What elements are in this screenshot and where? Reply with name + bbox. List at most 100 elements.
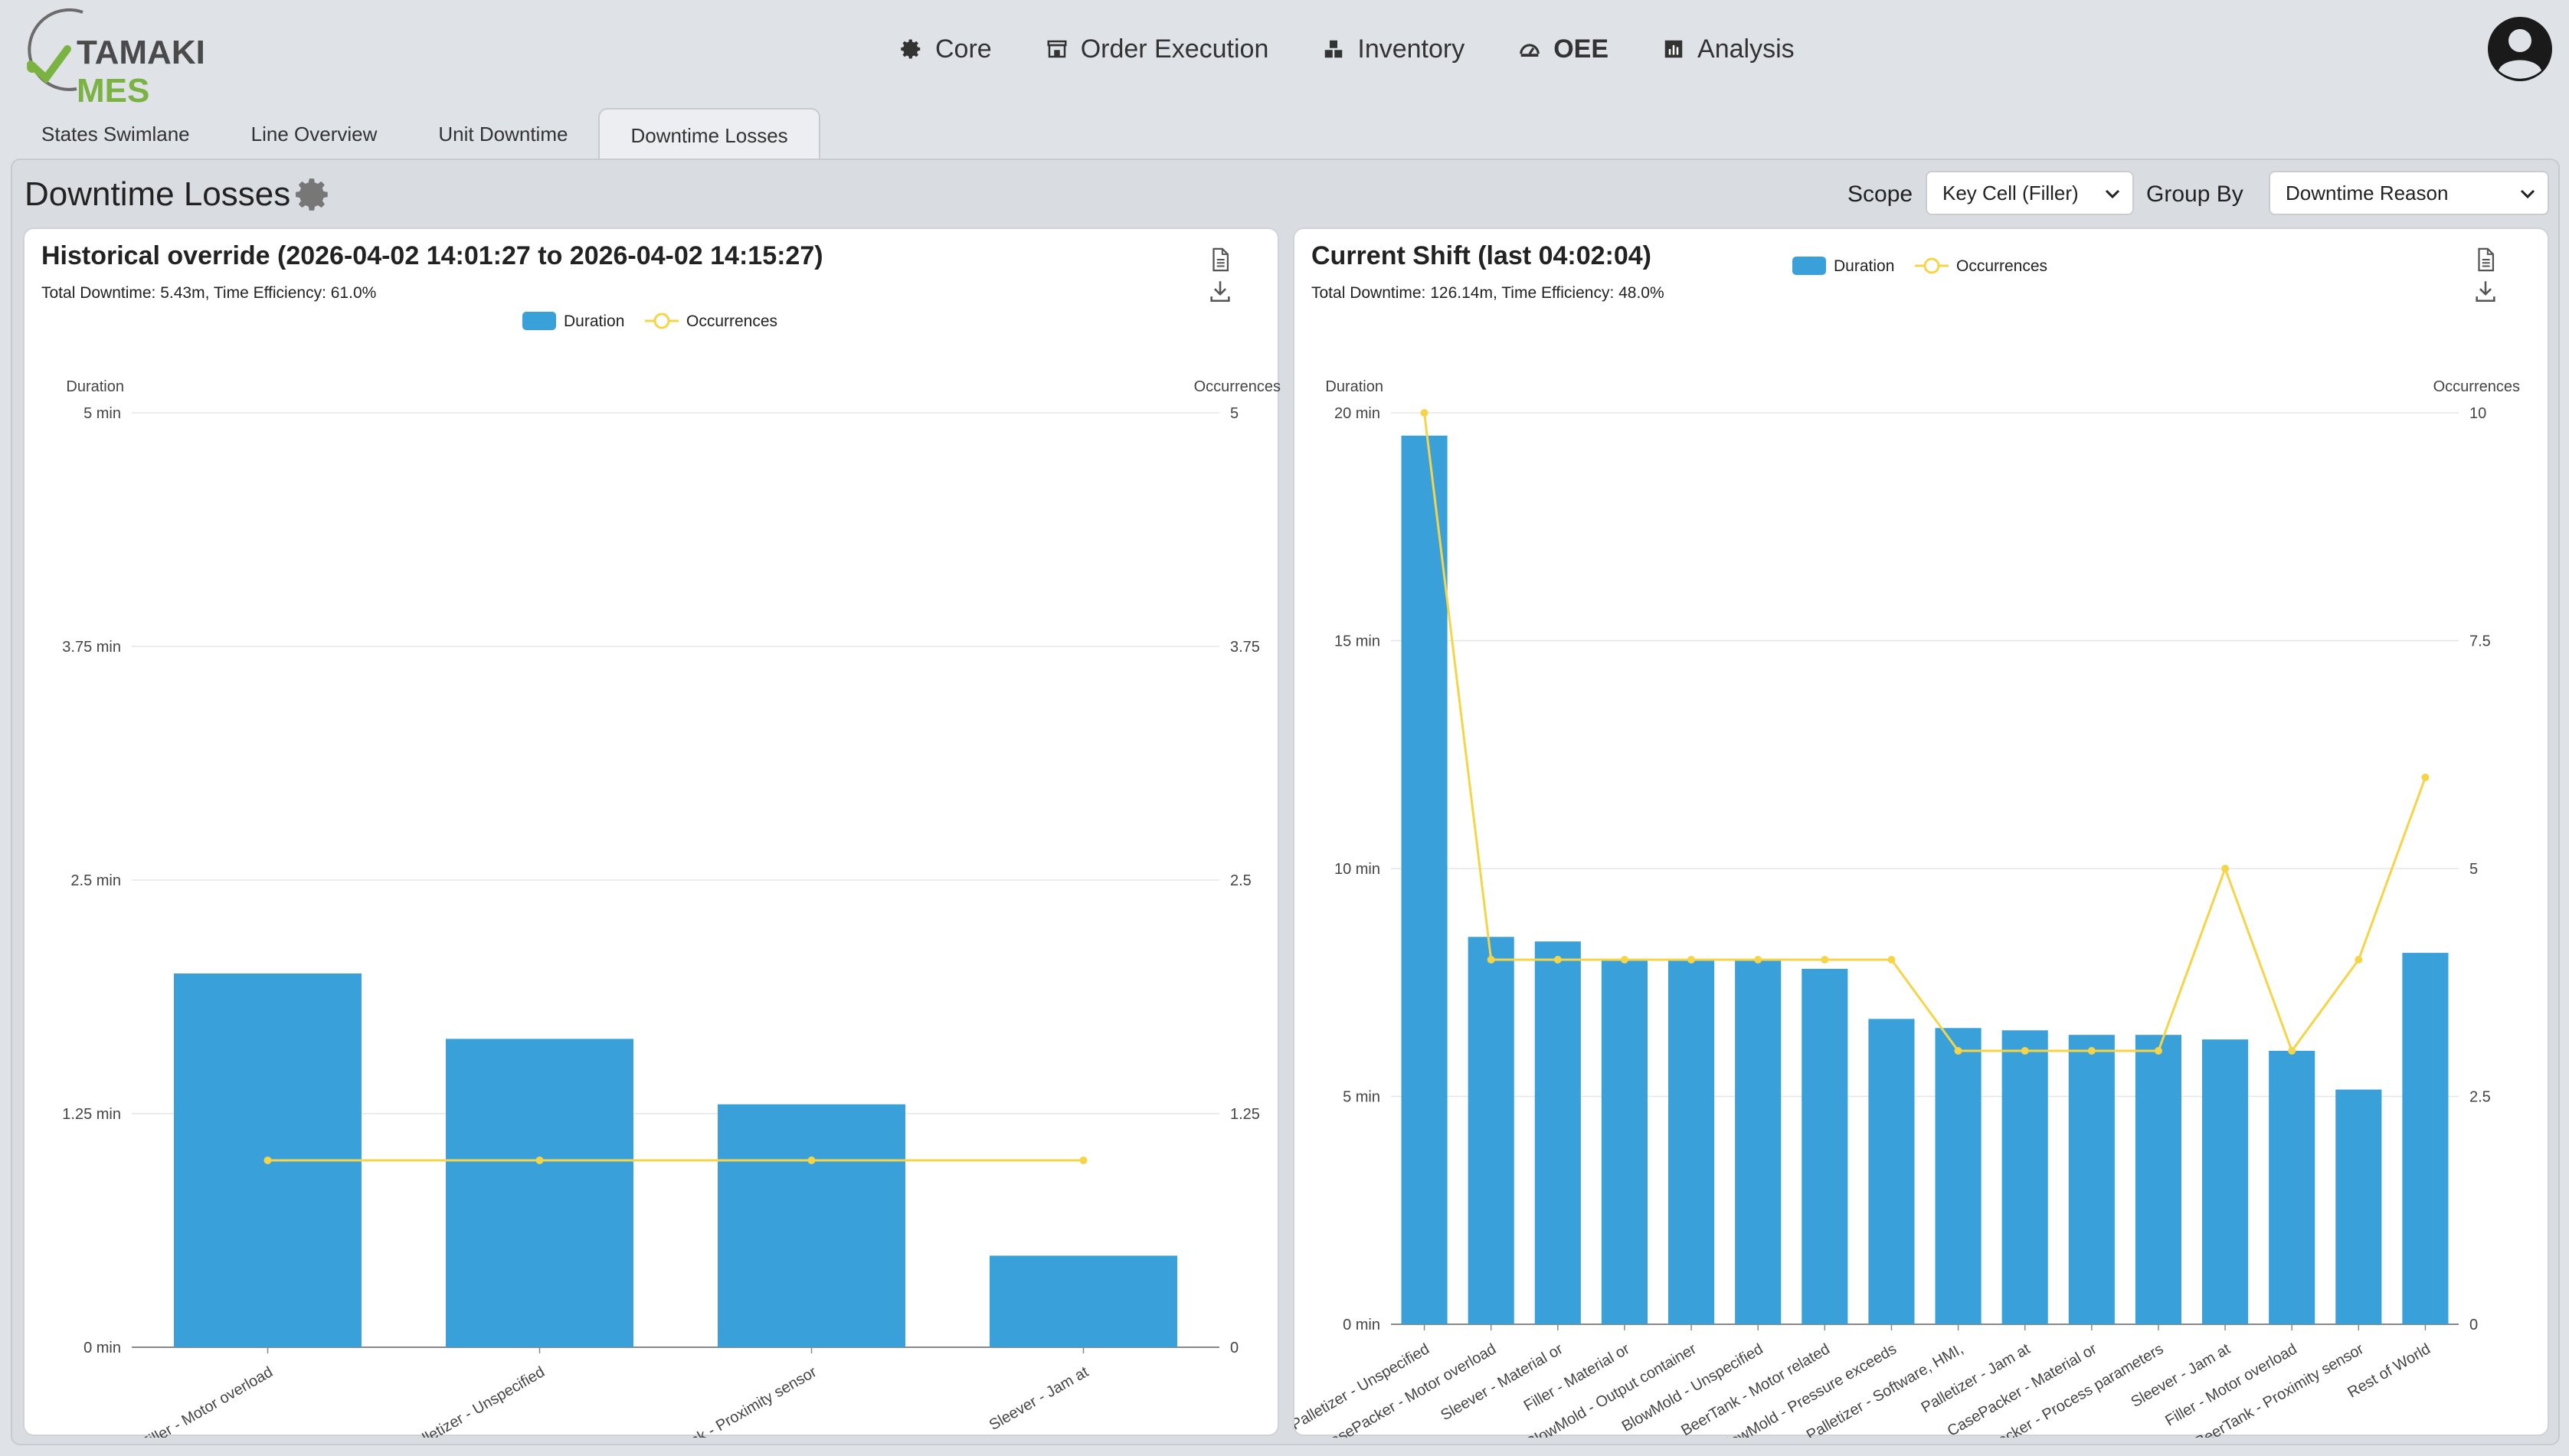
- occurrences-point: [1821, 956, 1829, 964]
- chevron-down-icon: [2520, 189, 2535, 199]
- occurrences-point: [1887, 956, 1896, 964]
- legend-occurrences-marker: [1923, 257, 1940, 274]
- x-tick-label: Palletizer - Jam at: [1919, 1340, 2034, 1416]
- download-button[interactable]: [2472, 277, 2499, 305]
- gear-icon: [901, 39, 921, 59]
- y-tick-label: 0 min: [1343, 1317, 1380, 1333]
- nav-analysis[interactable]: Analysis: [1662, 34, 1795, 64]
- groupby-label: Group By: [2146, 182, 2243, 207]
- y-axis-label: Duration: [66, 378, 124, 395]
- document-icon: [1213, 247, 1229, 272]
- y-tick-label: 20 min: [1334, 405, 1380, 422]
- occurrences-point: [2021, 1047, 2029, 1055]
- occurrences-point: [2421, 774, 2430, 781]
- bar: [1468, 937, 1514, 1324]
- legend-occurrences-marker: [653, 312, 670, 329]
- export-csv-button[interactable]: [2472, 246, 2499, 273]
- legend-occurrences-label: Occurrences: [686, 312, 777, 330]
- scope-value: Key Cell (Filler): [1942, 182, 2079, 204]
- tab-states-swimlane[interactable]: States Swimlane: [41, 123, 190, 146]
- nav-order-execution[interactable]: Order Execution: [1046, 34, 1269, 64]
- legend-duration-label: Duration: [1834, 257, 1894, 275]
- scope-label: Scope: [1847, 182, 1913, 207]
- settings-gear-icon[interactable]: [294, 175, 332, 214]
- store-icon: [1047, 40, 1067, 58]
- y2-tick-label: 10: [2469, 405, 2486, 422]
- y-tick-label: 5 min: [83, 405, 121, 422]
- tab-unit-downtime[interactable]: Unit Downtime: [438, 123, 568, 146]
- gauge-icon: [1520, 44, 1540, 57]
- y2-tick-label: 5: [1230, 405, 1239, 422]
- y-tick-label: 15 min: [1334, 633, 1380, 650]
- y2-tick-label: 7.5: [2469, 633, 2491, 650]
- y-tick-label: 1.25 min: [62, 1106, 121, 1123]
- download-icon: [1210, 281, 1230, 303]
- nav-core[interactable]: Core: [900, 34, 992, 64]
- logo-text: TAMAKI MES: [77, 34, 205, 110]
- chevron-down-icon: [2105, 189, 2120, 199]
- nav-order-execution-label: Order Execution: [1080, 34, 1269, 64]
- chart-subtitle: Total Downtime: 5.43m, Time Efficiency: …: [41, 284, 377, 302]
- y-tick-label: 0 min: [83, 1340, 121, 1356]
- y2-tick-label: 1.25: [1230, 1106, 1260, 1123]
- bar: [2202, 1039, 2249, 1324]
- bar: [718, 1104, 905, 1347]
- x-tick-label: CasePacker - Process parameters: [1955, 1340, 2167, 1438]
- bar: [446, 1039, 633, 1347]
- groupby-select[interactable]: Downtime Reason: [2269, 171, 2549, 215]
- scope-select[interactable]: Key Cell (Filler): [1926, 171, 2134, 215]
- bar: [2335, 1089, 2382, 1324]
- legend-duration-label: Duration: [564, 312, 624, 330]
- bar: [2001, 1030, 2048, 1324]
- y-axis-label: Duration: [1325, 378, 1383, 395]
- nav-oee[interactable]: OEE: [1518, 34, 1608, 64]
- export-csv-button[interactable]: [1207, 246, 1233, 273]
- main-nav: Core Order Execution Inventory OEE Analy…: [900, 28, 1848, 70]
- y2-tick-label: 0: [2469, 1317, 2478, 1333]
- x-tick-label: Sleever - Material or: [1438, 1340, 1566, 1424]
- legend-duration-swatch: [1792, 257, 1826, 275]
- y2-axis-label: Occurrences: [1194, 378, 1281, 395]
- chart-legend: Duration Occurrences: [1792, 257, 2047, 275]
- bar: [1735, 960, 1782, 1324]
- download-button[interactable]: [1207, 277, 1233, 305]
- legend-occurrences-label: Occurrences: [1956, 257, 2047, 275]
- legend-duration-swatch: [522, 312, 556, 330]
- bar: [2135, 1035, 2181, 1324]
- nav-core-label: Core: [935, 34, 992, 64]
- bar: [1868, 1019, 1915, 1324]
- occurrences-point: [2154, 1047, 2162, 1055]
- chart-legend: Duration Occurrences: [522, 312, 777, 330]
- occurrences-point: [535, 1157, 544, 1164]
- bar: [2068, 1035, 2115, 1324]
- bar: [2269, 1051, 2315, 1324]
- bar: [2402, 953, 2449, 1324]
- occurrences-point: [263, 1157, 272, 1164]
- logo[interactable]: TAMAKI MES: [23, 5, 222, 110]
- boxes-icon: [1325, 40, 1343, 58]
- download-icon: [2476, 281, 2495, 303]
- logo-mark-icon: [27, 8, 83, 91]
- occurrences-point: [1487, 956, 1495, 964]
- y2-tick-label: 5: [2469, 861, 2478, 878]
- bar: [1534, 941, 1581, 1324]
- y2-tick-label: 3.75: [1230, 639, 1260, 656]
- y2-tick-label: 2.5: [1230, 872, 1252, 889]
- bar: [1668, 960, 1715, 1324]
- nav-inventory[interactable]: Inventory: [1322, 34, 1464, 64]
- chart-title: Historical override (2026-04-02 14:01:27…: [41, 241, 823, 270]
- document-icon: [2478, 247, 2495, 272]
- y2-tick-label: 2.5: [2469, 1089, 2491, 1106]
- y-tick-label: 5 min: [1343, 1089, 1380, 1106]
- nav-analysis-label: Analysis: [1697, 34, 1795, 64]
- nav-inventory-label: Inventory: [1357, 34, 1465, 64]
- chart-subtitle: Total Downtime: 126.14m, Time Efficiency…: [1311, 284, 1664, 302]
- user-avatar-icon[interactable]: [2486, 15, 2554, 83]
- occurrences-point: [1954, 1047, 1962, 1055]
- tab-line-overview[interactable]: Line Overview: [250, 123, 378, 146]
- current-shift-chart-card: Duration Occurrences Duration Occurrences 0 …: [1293, 227, 2549, 1438]
- tab-downtime-losses[interactable]: Downtime Losses: [598, 108, 820, 160]
- view-tabs: States Swimlane Line Overview Unit Downt…: [11, 108, 820, 160]
- bar: [1401, 435, 1448, 1324]
- x-tick-label: Palletizer - Unspecified: [404, 1363, 548, 1438]
